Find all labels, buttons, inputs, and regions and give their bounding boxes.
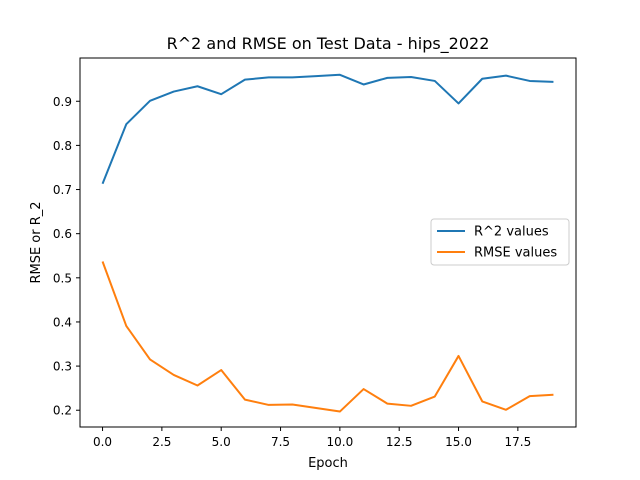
y-tick-label: 0.2 [53, 404, 72, 418]
y-tick-label: 0.7 [53, 183, 72, 197]
x-axis-label: Epoch [308, 456, 348, 471]
y-axis: 0.2 0.3 0.4 0.5 0.6 0.7 0.8 0.9 [53, 95, 80, 418]
y-tick-label: 0.6 [53, 227, 72, 241]
y-tick-label: 0.9 [53, 95, 72, 109]
x-tick-label: 7.5 [271, 435, 290, 449]
legend-box [430, 218, 570, 266]
chart-title: R^2 and RMSE on Test Data - hips_2022 [167, 34, 490, 54]
x-tick-label: 15.0 [445, 435, 472, 449]
series-layer [101, 73, 554, 413]
y-tick-label: 0.3 [53, 360, 72, 374]
y-tick-label: 0.8 [53, 139, 72, 153]
legend: R^2 values RMSE values [430, 218, 570, 266]
x-axis: 0.0 2.5 5.0 7.5 10.0 12.5 15.0 17.5 [93, 427, 531, 449]
y-tick-label: 0.5 [53, 271, 72, 285]
rmse-series-line [101, 261, 554, 413]
y-axis-label: RMSE or R_2 [29, 201, 44, 283]
y-tick-label: 0.4 [53, 315, 72, 329]
legend-label-r2: R^2 values [474, 225, 549, 240]
x-tick-label: 2.5 [152, 435, 171, 449]
x-tick-label: 5.0 [212, 435, 231, 449]
r2-series-line [101, 73, 554, 185]
x-tick-label: 17.5 [504, 435, 531, 449]
x-tick-label: 10.0 [327, 435, 354, 449]
x-tick-label: 0.0 [93, 435, 112, 449]
x-tick-label: 12.5 [386, 435, 413, 449]
legend-label-rmse: RMSE values [474, 246, 557, 261]
plot-frame [79, 57, 577, 428]
